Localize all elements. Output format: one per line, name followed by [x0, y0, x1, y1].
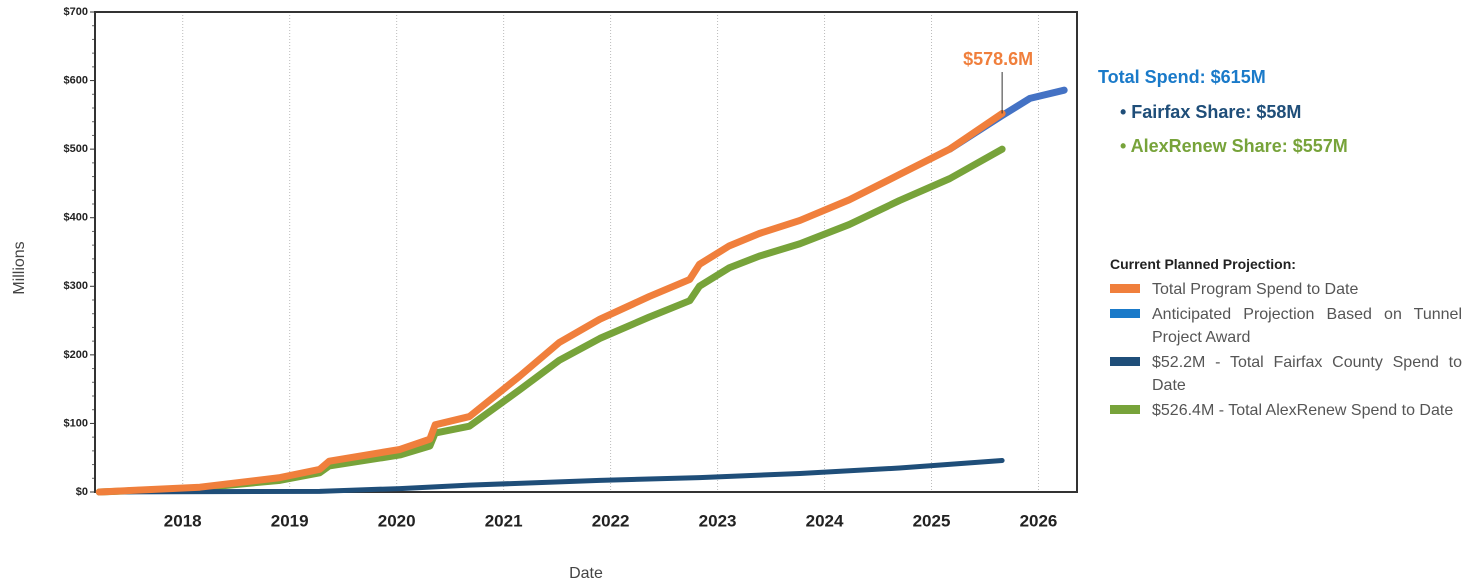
legend-item: $52.2M - Total Fairfax County Spend to D… — [1110, 351, 1470, 397]
annotation: $578.6M — [963, 49, 1033, 69]
x-tick-label: 2019 — [271, 511, 309, 530]
x-tick-label: 2018 — [164, 511, 202, 530]
series-line — [96, 457, 1005, 495]
series-line — [95, 109, 1006, 496]
y-axis-label: Millions — [11, 241, 28, 294]
series-line — [95, 145, 1006, 496]
x-tick-label: 2025 — [913, 511, 951, 530]
y-tick-label: $700 — [64, 6, 88, 18]
legend-item: $526.4M - Total AlexRenew Spend to Date — [1110, 399, 1470, 422]
x-tick-label: 2024 — [806, 511, 844, 530]
legend-label: $526.4M - Total AlexRenew Spend to Date — [1152, 402, 1454, 419]
fairfax-share: • Fairfax Share: $58M — [1120, 102, 1302, 122]
legend-label: Total Program Spend to Date — [1152, 281, 1359, 298]
legend-item: Anticipated Projection Based on Tunnel P… — [1110, 303, 1470, 349]
chart: Millions Date $0 $100 $200 $300 $400 $500 $600… — [11, 6, 1078, 582]
y-tick-label: $400 — [64, 212, 88, 224]
y-tick-label: $500 — [64, 143, 88, 155]
legend-swatch — [1110, 357, 1140, 366]
x-tick-label: 2026 — [1020, 511, 1058, 530]
legend-swatch — [1110, 284, 1140, 293]
x-tick-label: 2023 — [699, 511, 737, 530]
y-tick-label: $100 — [64, 417, 88, 429]
legend-title: Current Planned Projection: — [1110, 256, 1296, 272]
legend-swatch — [1110, 309, 1140, 318]
y-tick-label: $300 — [64, 280, 88, 292]
y-tick-label: $0 — [76, 486, 88, 498]
x-tick-label: 2021 — [485, 511, 523, 530]
legend-item: Total Program Spend to Date — [1110, 278, 1470, 301]
x-axis-label: Date — [569, 565, 603, 582]
legend-label: $52.2M - Total Fairfax County Spend to D… — [1152, 354, 1462, 394]
y-tick-label: $600 — [64, 74, 88, 86]
x-tick-label: 2022 — [592, 511, 630, 530]
x-tick-label: 2020 — [378, 511, 416, 530]
legend: Current Planned Projection: Total Progra… — [1110, 256, 1470, 424]
legend-swatch — [1110, 405, 1140, 414]
total-spend: Total Spend: $615M — [1098, 67, 1266, 87]
alexrenew-share: • AlexRenew Share: $557M — [1120, 136, 1348, 156]
legend-label: Anticipated Projection Based on Tunnel P… — [1152, 306, 1462, 346]
plot-frame — [94, 11, 1078, 493]
y-tick-label: $200 — [64, 349, 88, 361]
